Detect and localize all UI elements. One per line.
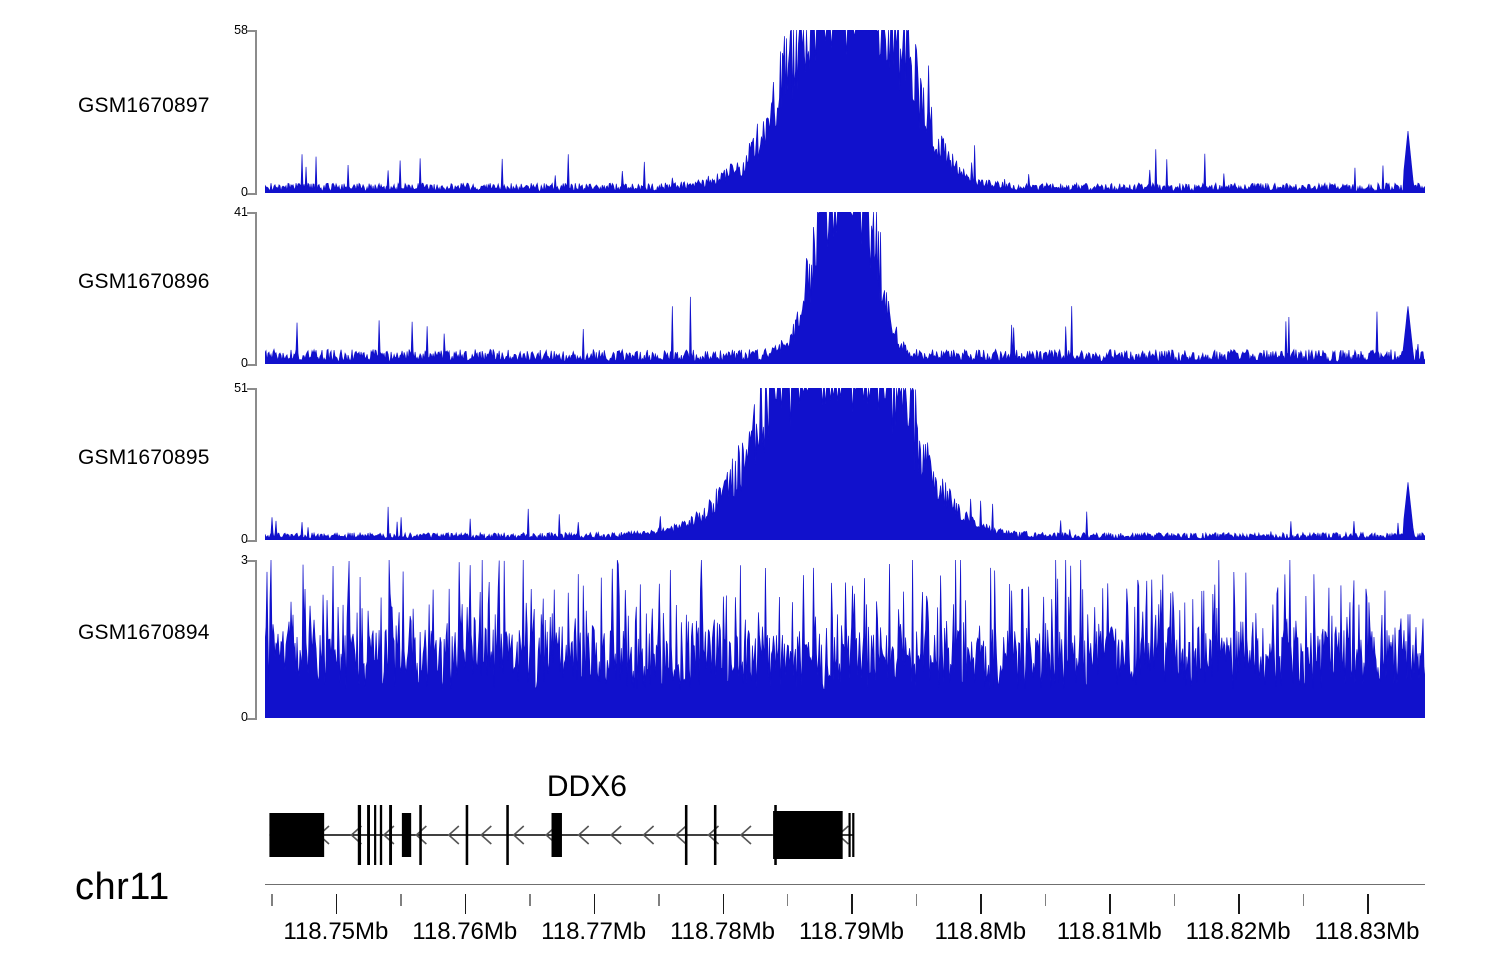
y-axis-top-tick <box>247 388 257 390</box>
gene-exon[interactable] <box>773 811 843 859</box>
ruler-major-tick <box>851 894 854 914</box>
strand-arrow-icon <box>512 825 525 845</box>
strand-arrow-icon <box>577 825 590 845</box>
strand-arrow-icon <box>415 825 427 845</box>
y-axis-max-label: 58 <box>234 23 248 37</box>
gene-exon[interactable] <box>269 813 325 857</box>
ruler-baseline <box>265 884 1425 885</box>
strand-arrow-icon <box>447 825 460 845</box>
ruler-minor-tick <box>658 894 660 906</box>
gene-exon[interactable] <box>367 805 370 865</box>
ruler-minor-tick <box>400 894 402 906</box>
ruler-tick-label: 118.8Mb <box>934 918 1027 945</box>
ruler-tick-label: 118.78Mb <box>670 918 776 945</box>
y-axis-top-tick <box>247 560 257 562</box>
gene-label: DDX6 <box>546 770 627 803</box>
ruler-major-tick <box>1367 894 1369 914</box>
strand-arrow-icon <box>674 825 687 845</box>
y-axis-min-label: 0 <box>241 532 248 546</box>
y-axis-bottom-tick <box>247 540 257 542</box>
y-axis-bracket <box>247 212 269 366</box>
ruler-tick-label: 118.82Mb <box>1185 918 1291 945</box>
signal-plot-gsm1670897[interactable] <box>265 30 1425 193</box>
gene-exon[interactable] <box>713 805 717 865</box>
gene-model-diagram[interactable] <box>0 760 1500 880</box>
ruler-minor-tick <box>1044 894 1047 906</box>
track-label-gsm1670897: GSM1670897 <box>78 93 210 117</box>
track-label-gsm1670894: GSM1670894 <box>78 621 210 644</box>
y-axis-max-label: 3 <box>241 553 248 567</box>
ruler-tick-label: 118.79Mb <box>798 918 904 945</box>
ruler-minor-tick <box>271 894 273 906</box>
y-axis-min-label: 0 <box>241 185 248 199</box>
ruler-major-tick <box>1109 894 1111 914</box>
gene-exon[interactable] <box>357 805 362 865</box>
ruler-minor-tick <box>787 894 789 906</box>
y-axis-bottom-tick <box>247 364 257 366</box>
strand-arrow-icon <box>480 825 492 845</box>
ruler-major-tick <box>464 894 467 914</box>
y-axis-bottom-tick <box>247 718 257 720</box>
gene-exon[interactable] <box>465 805 469 865</box>
y-axis-min-label: 0 <box>241 356 248 370</box>
gene-exon[interactable] <box>419 805 422 865</box>
y-axis-bracket <box>247 388 269 542</box>
y-axis-bracket <box>247 30 269 195</box>
signal-plot-gsm1670894[interactable] <box>265 560 1425 718</box>
gene-exon[interactable] <box>774 805 777 865</box>
gene-exon[interactable] <box>506 805 509 865</box>
ruler-minor-tick <box>1173 894 1176 906</box>
y-axis-bracket <box>247 560 269 720</box>
ruler-tick-label: 118.75Mb <box>283 918 389 945</box>
y-axis-max-label: 41 <box>234 205 248 219</box>
gene-exon[interactable] <box>684 805 688 865</box>
gene-exon[interactable] <box>852 813 855 857</box>
y-axis-min-label: 0 <box>241 710 248 724</box>
y-axis-top-tick <box>247 30 257 32</box>
gene-annotation-track[interactable]: DDX6 <box>0 760 1500 880</box>
signal-plot-gsm1670895[interactable] <box>265 388 1425 540</box>
chromosome-label: chr11 <box>75 866 170 908</box>
ruler-major-tick <box>980 894 982 914</box>
strand-arrow-icon <box>739 825 752 845</box>
ruler-minor-tick <box>915 894 918 906</box>
ruler-minor-tick <box>529 894 531 906</box>
y-axis-max-label: 51 <box>234 381 248 395</box>
gene-exon[interactable] <box>374 805 377 865</box>
ruler-major-tick <box>593 894 596 914</box>
ruler-tick-label: 118.83Mb <box>1314 918 1420 945</box>
signal-plot-gsm1670896[interactable] <box>265 212 1425 364</box>
gene-exon[interactable] <box>551 813 562 857</box>
track-label-gsm1670896: GSM1670896 <box>78 270 210 293</box>
y-axis-top-tick <box>247 212 257 214</box>
ruler-tick-label: 118.77Mb <box>541 918 647 945</box>
gene-exon[interactable] <box>848 813 851 857</box>
y-axis-bottom-tick <box>247 193 257 195</box>
strand-arrow-icon <box>609 825 622 845</box>
track-label-gsm1670895: GSM1670895 <box>78 446 210 469</box>
ruler-major-tick <box>1238 894 1240 914</box>
ruler-tick-label: 118.76Mb <box>412 918 518 945</box>
ruler-major-tick <box>335 894 338 914</box>
gene-exon[interactable] <box>389 805 393 865</box>
ruler-minor-tick <box>1302 894 1304 906</box>
gene-exon[interactable] <box>401 813 412 857</box>
ruler-tick-label: 118.81Mb <box>1056 918 1162 945</box>
ruler-major-tick <box>722 894 725 914</box>
genome-axis-ruler[interactable]: 118.75Mb 118.76Mb 118.77Mb 118.78Mb 118.79Mb… <box>0 876 1500 976</box>
strand-arrow-icon <box>642 825 655 845</box>
gene-exon[interactable] <box>379 805 383 865</box>
